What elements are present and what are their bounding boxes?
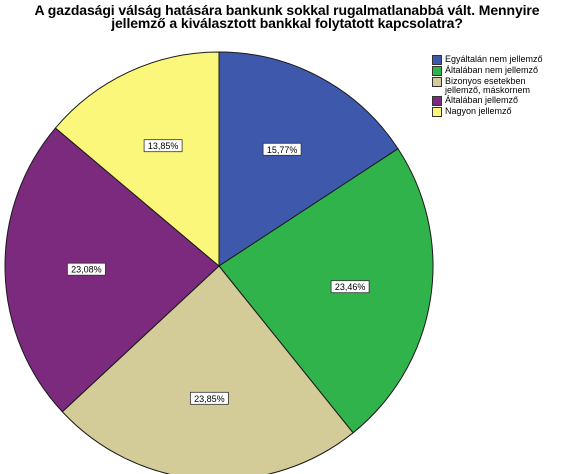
data-label-box <box>262 142 302 156</box>
data-label-box <box>330 280 370 294</box>
legend: Egyáltalán nem jellemző Általában nem jel… <box>432 55 543 118</box>
legend-swatch <box>432 55 442 65</box>
legend-swatch <box>432 107 442 117</box>
legend-label: Egyáltalán nem jellemző <box>445 54 543 64</box>
slice-data-label: 23,85% <box>189 391 229 405</box>
pie-slice <box>4 127 220 413</box>
data-label-text: 23,46% <box>335 282 366 292</box>
data-label-box <box>143 139 183 153</box>
data-label-text: 23,08% <box>71 265 102 275</box>
legend-item: Nagyon jellemző <box>432 107 543 117</box>
legend-label: Nagyon jellemző <box>445 106 512 116</box>
legend-label: Általában jellemző <box>445 95 519 105</box>
slice-data-label: 13,85% <box>143 139 183 153</box>
legend-item: Bizonyos esetekben jellemző, máskornem <box>432 77 543 95</box>
legend-item: Egyáltalán nem jellemző <box>432 55 543 65</box>
chart-title-line-1: A gazdasági válság hatására bankunk sokk… <box>34 2 540 18</box>
slice-data-label: 23,46% <box>330 280 370 294</box>
pie-slices <box>4 51 434 474</box>
slice-data-label: 15,77% <box>262 142 302 156</box>
data-label-text: 15,77% <box>267 145 298 155</box>
chart-title-line-2: jellemző a kiválasztott bankkal folytato… <box>111 15 463 31</box>
pie-slice <box>61 265 354 474</box>
legend-swatch <box>432 66 442 76</box>
legend-swatch <box>432 77 442 87</box>
data-label-text: 13,85% <box>148 141 179 151</box>
pie-slice <box>218 148 434 434</box>
pie-slice <box>54 51 220 268</box>
legend-label: Általában nem jellemző <box>445 65 539 75</box>
data-label-text: 23,85% <box>194 394 225 404</box>
legend-item: Általában nem jellemző <box>432 66 543 76</box>
chart-title: A gazdasági válság hatására bankunk sokk… <box>0 2 574 31</box>
pie-labels: 15,77% 23,46% 23,85% 23,08% 13,85% <box>67 139 370 405</box>
data-label-box <box>189 391 229 405</box>
legend-item: Általában jellemző <box>432 96 543 106</box>
data-label-box <box>67 262 106 276</box>
legend-swatch <box>432 96 442 106</box>
legend-label: Bizonyos esetekben jellemző, máskornem <box>445 76 531 95</box>
slice-data-label: 23,08% <box>67 262 106 276</box>
pie-slice <box>218 51 399 267</box>
